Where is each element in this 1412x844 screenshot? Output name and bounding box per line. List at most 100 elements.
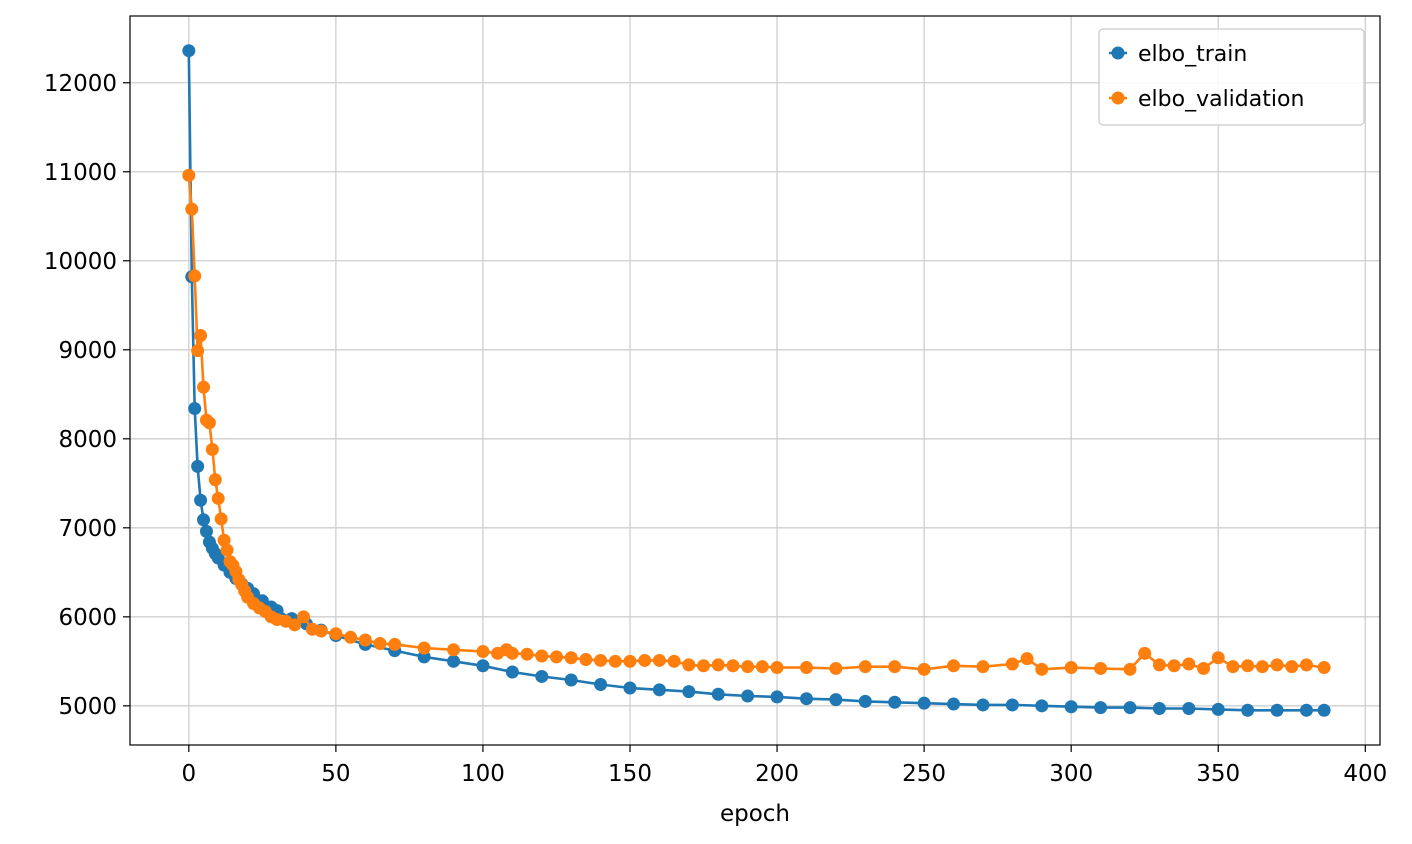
data-point xyxy=(358,633,372,647)
x-axis-label: epoch xyxy=(720,801,790,827)
x-tick-label: 250 xyxy=(902,761,946,787)
y-tick-label: 6000 xyxy=(58,605,117,631)
data-point xyxy=(447,643,461,657)
legend-marker xyxy=(1111,91,1125,105)
data-point xyxy=(1167,659,1181,673)
data-point xyxy=(1255,660,1269,674)
data-point xyxy=(858,694,872,708)
data-point xyxy=(564,673,578,687)
data-point xyxy=(1270,703,1284,717)
data-point xyxy=(594,677,608,691)
data-point xyxy=(917,696,931,710)
data-point xyxy=(535,649,549,663)
y-tick-label: 12000 xyxy=(44,71,117,97)
data-point xyxy=(608,654,622,668)
data-point xyxy=(520,647,534,661)
y-tick-label: 11000 xyxy=(44,160,117,186)
data-point xyxy=(1138,646,1152,660)
data-point xyxy=(947,659,961,673)
data-point xyxy=(1123,662,1137,676)
data-point xyxy=(217,533,231,547)
x-tick-label: 300 xyxy=(1049,761,1093,787)
data-point xyxy=(288,618,302,632)
data-point xyxy=(976,698,990,712)
data-point xyxy=(888,695,902,709)
data-point xyxy=(594,653,608,667)
data-point xyxy=(194,329,208,343)
data-point xyxy=(652,653,666,667)
data-point xyxy=(770,661,784,675)
data-point xyxy=(1005,698,1019,712)
data-point xyxy=(1211,651,1225,665)
grid xyxy=(130,16,1380,745)
data-point xyxy=(214,512,228,526)
legend-label: elbo_train xyxy=(1138,42,1247,67)
data-point xyxy=(770,690,784,704)
data-point xyxy=(1035,662,1049,676)
data-point xyxy=(182,44,196,58)
data-point xyxy=(297,610,311,624)
data-point xyxy=(652,683,666,697)
data-point xyxy=(579,653,593,667)
data-point xyxy=(1094,701,1108,715)
x-tick-label: 350 xyxy=(1196,761,1240,787)
data-point xyxy=(799,661,813,675)
data-point xyxy=(1005,657,1019,671)
data-point xyxy=(623,681,637,695)
data-point xyxy=(888,660,902,674)
data-point xyxy=(1123,701,1137,715)
data-point xyxy=(549,650,563,664)
data-point xyxy=(1270,658,1284,672)
data-point xyxy=(182,168,196,182)
data-point xyxy=(976,660,990,674)
data-point xyxy=(197,380,211,394)
data-point xyxy=(1299,658,1313,672)
plot-frame xyxy=(129,15,1381,746)
data-point xyxy=(1064,661,1078,675)
data-point xyxy=(344,630,358,644)
data-point xyxy=(1241,703,1255,717)
data-point xyxy=(711,658,725,672)
data-point xyxy=(697,659,711,673)
data-point xyxy=(535,669,549,683)
data-point xyxy=(1226,660,1240,674)
x-tick-label: 400 xyxy=(1343,761,1387,787)
data-point xyxy=(194,493,208,507)
data-point xyxy=(726,659,740,673)
data-point xyxy=(755,660,769,674)
data-point xyxy=(799,692,813,706)
data-point xyxy=(208,473,222,487)
legend-marker xyxy=(1111,46,1125,60)
data-point xyxy=(711,687,725,701)
data-point xyxy=(388,637,402,651)
x-tick-label: 200 xyxy=(755,761,799,787)
data-point xyxy=(505,665,519,679)
data-point xyxy=(1094,661,1108,675)
data-point xyxy=(1020,652,1034,666)
data-point xyxy=(1285,660,1299,674)
data-point xyxy=(858,660,872,674)
legend-entry: elbo_validation xyxy=(1109,87,1304,112)
data-point xyxy=(505,646,519,660)
data-point xyxy=(191,344,205,358)
y-tick-label: 5000 xyxy=(58,694,117,720)
data-point xyxy=(205,442,219,456)
data-point xyxy=(682,658,696,672)
data-point xyxy=(373,637,387,651)
data-point xyxy=(476,645,490,659)
data-point xyxy=(1197,661,1211,675)
legend: elbo_train elbo_validation xyxy=(1098,28,1365,126)
data-point xyxy=(199,524,213,538)
data-point xyxy=(1182,702,1196,716)
data-point xyxy=(417,641,431,655)
data-point xyxy=(638,653,652,667)
data-point xyxy=(1317,703,1331,717)
y-tick-label: 10000 xyxy=(44,249,117,275)
data-point xyxy=(329,627,343,641)
data-point xyxy=(476,659,490,673)
data-point xyxy=(829,661,843,675)
legend-label: elbo_validation xyxy=(1138,87,1304,112)
data-point xyxy=(1035,699,1049,713)
x-tick-label: 0 xyxy=(182,761,197,787)
